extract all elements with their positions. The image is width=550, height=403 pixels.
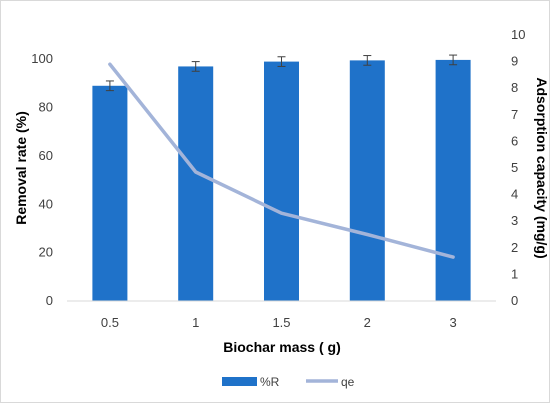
- y-tick-label: 100: [31, 51, 53, 66]
- series-line-qe: [108, 62, 455, 259]
- bar: [349, 60, 385, 302]
- y-axis-left-ticks: 0 20 40 60 80 100: [31, 51, 53, 308]
- bar: [264, 61, 299, 301]
- x-tick-label: 3: [449, 315, 456, 330]
- x-tick-label: 2: [364, 315, 371, 330]
- y2-tick-label: 6: [511, 133, 518, 148]
- y-tick-label: 80: [39, 100, 53, 115]
- legend-label-bar: %R: [260, 375, 280, 389]
- y2-tick-label: 10: [511, 27, 525, 42]
- x-tick-label: 0.5: [101, 315, 119, 330]
- y-axis-right-title: Adsorption capacity (mg/g): [534, 77, 550, 258]
- legend: %R qe: [222, 375, 355, 389]
- legend-label-line: qe: [341, 375, 355, 389]
- y-axis-right-ticks: 0 1 2 3 4 5 6 7 8 9 10: [511, 27, 525, 308]
- y2-tick-label: 4: [511, 187, 518, 202]
- y-tick-label: 0: [46, 293, 53, 308]
- bar: [92, 85, 128, 301]
- error-bar-group: [105, 54, 458, 92]
- x-tick-label: 1.5: [272, 315, 290, 330]
- bar: [435, 59, 471, 301]
- y-axis-left-title: Removal rate (%): [13, 111, 29, 225]
- y2-tick-label: 0: [511, 293, 518, 308]
- y2-tick-label: 8: [511, 80, 518, 95]
- y2-tick-label: 5: [511, 160, 518, 175]
- y2-tick-label: 7: [511, 107, 518, 122]
- legend-swatch-bar: [222, 377, 257, 386]
- y-tick-label: 40: [39, 196, 53, 211]
- y-tick-label: 20: [39, 245, 53, 260]
- bar: [178, 66, 214, 301]
- x-axis-ticks: 0.5 1 1.5 2 3: [101, 315, 457, 330]
- y2-tick-label: 1: [511, 266, 518, 281]
- x-tick-label: 1: [192, 315, 199, 330]
- bar-series-group: [92, 59, 471, 302]
- x-axis-title: Biochar mass ( g): [223, 339, 340, 355]
- y-tick-label: 60: [39, 148, 53, 163]
- y2-tick-label: 9: [511, 54, 518, 69]
- y2-tick-label: 3: [511, 213, 518, 228]
- y2-tick-label: 2: [511, 240, 518, 255]
- line-series-group: [108, 62, 455, 259]
